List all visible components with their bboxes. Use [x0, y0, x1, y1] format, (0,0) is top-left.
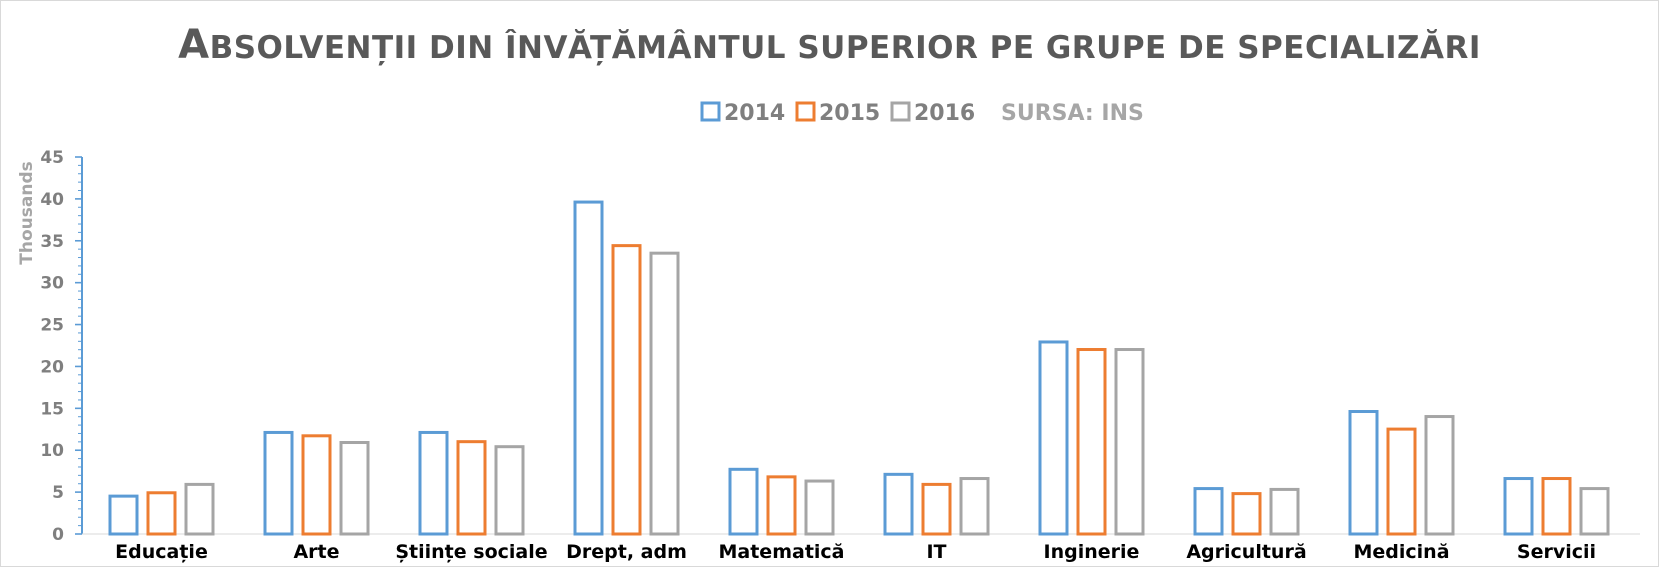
- bar-2015: [146, 491, 177, 536]
- x-category-label: Drept, adm: [566, 541, 687, 563]
- bar-2016: [804, 479, 835, 536]
- bar-2014: [573, 200, 604, 536]
- x-category-label: Medicină: [1353, 541, 1449, 563]
- legend-label: 2014: [724, 101, 785, 126]
- bar-2015: [456, 440, 487, 536]
- chart-title-rest: BSOLVENȚII DIN ÎNVĂȚĂMÂNTUL SUPERIOR PE …: [209, 30, 1481, 66]
- y-tick-label: 30: [40, 274, 64, 294]
- y-tick-label: 45: [40, 148, 64, 168]
- bar-2016: [1114, 348, 1145, 536]
- bar-2014: [1348, 410, 1379, 536]
- legend-swatch: [795, 101, 816, 122]
- bar-2016: [1579, 487, 1610, 536]
- bar-2015: [611, 244, 642, 536]
- bar-2015: [921, 482, 952, 536]
- x-category-label: Educație: [115, 541, 208, 563]
- bar-2016: [1269, 487, 1300, 536]
- legend-swatch: [890, 101, 911, 122]
- x-category-label: Inginerie: [1044, 541, 1140, 563]
- y-tick-label: 15: [40, 399, 64, 419]
- bar-2014: [418, 430, 449, 536]
- source-label: SURSA: INS: [1001, 101, 1144, 126]
- bar-2014: [108, 494, 139, 536]
- bars: [108, 200, 1610, 536]
- x-category-label: IT: [926, 541, 946, 563]
- x-category-label: Arte: [293, 541, 339, 563]
- legend-label: 2015: [819, 101, 880, 126]
- y-tick-label: 20: [40, 357, 64, 377]
- x-category-label: Matematică: [719, 541, 845, 563]
- bar-2014: [883, 472, 914, 536]
- bar-2016: [494, 445, 525, 536]
- bar-2014: [1503, 477, 1534, 536]
- bar-2015: [1231, 492, 1262, 536]
- legend-swatch: [700, 101, 721, 122]
- x-axis-labels: Educație Arte Științe sociale Drept, adm Mat…: [115, 541, 1596, 563]
- y-tick-label: 5: [52, 483, 64, 503]
- bar-2016: [339, 441, 370, 536]
- bar-2015: [766, 475, 797, 536]
- bar-2015: [1386, 427, 1417, 536]
- bar-2016: [959, 477, 990, 536]
- y-tick-label: 10: [40, 441, 64, 461]
- bar-2014: [728, 467, 759, 536]
- x-category-label: Științe sociale: [395, 541, 547, 563]
- chart-title-initial: A: [178, 22, 210, 68]
- x-category-label: Agricultură: [1186, 541, 1306, 563]
- y-tick-label: 35: [40, 232, 64, 252]
- bar-2015: [301, 434, 332, 536]
- bar-2016: [649, 251, 680, 536]
- x-category-label: Servicii: [1517, 541, 1596, 563]
- chart-title: ABSOLVENȚII DIN ÎNVĂȚĂMÂNTUL SUPERIOR PE…: [0, 22, 1659, 68]
- bar-2014: [1038, 340, 1069, 536]
- bar-2014: [1193, 487, 1224, 536]
- y-tick-label: 40: [40, 190, 64, 210]
- legend: 2014 2015 2016: [700, 101, 975, 126]
- bar-2014: [263, 430, 294, 536]
- y-tick-label: 0: [52, 525, 64, 545]
- bar-2016: [1424, 415, 1455, 536]
- y-tick-label: 25: [40, 316, 64, 336]
- bar-2015: [1541, 477, 1572, 536]
- y-axis-label: Thousands: [17, 161, 37, 264]
- bar-2016: [184, 482, 215, 536]
- bar-2015: [1076, 348, 1107, 536]
- legend-label: 2016: [914, 101, 975, 126]
